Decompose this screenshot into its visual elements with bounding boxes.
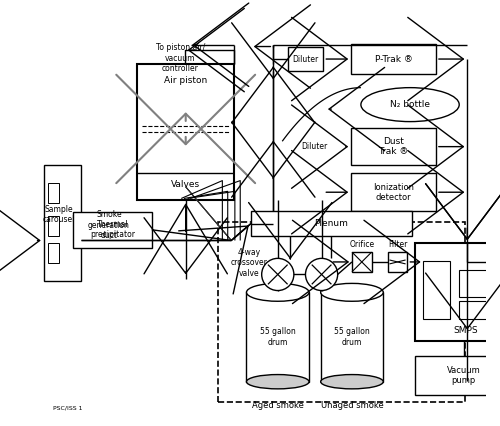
Bar <box>351 44 436 74</box>
Bar <box>351 173 436 211</box>
Text: PSC/ISS 1: PSC/ISS 1 <box>52 405 82 410</box>
Bar <box>48 243 59 263</box>
Bar <box>459 301 493 319</box>
Bar <box>48 183 59 203</box>
Bar <box>138 64 234 200</box>
Text: Plenum: Plenum <box>314 219 348 228</box>
Bar <box>352 252 372 272</box>
Text: Diluter: Diluter <box>292 55 318 63</box>
Bar <box>48 216 59 236</box>
Text: Smoke
generation
duct: Smoke generation duct <box>88 210 130 240</box>
Bar <box>251 211 412 236</box>
Text: N₂ bottle: N₂ bottle <box>390 100 430 109</box>
Text: Filter: Filter <box>388 240 407 250</box>
Bar <box>414 356 500 395</box>
Text: Thermal
precipitator: Thermal precipitator <box>90 220 135 239</box>
Ellipse shape <box>246 374 309 389</box>
Bar <box>414 243 500 342</box>
Text: Sample
carousel: Sample carousel <box>42 205 75 224</box>
Circle shape <box>262 258 294 291</box>
Bar <box>459 270 495 297</box>
Text: 55 gallon
drum: 55 gallon drum <box>334 327 370 347</box>
Bar <box>388 252 407 272</box>
Text: Orifice: Orifice <box>349 240 374 250</box>
Ellipse shape <box>246 283 309 301</box>
Text: Air piston: Air piston <box>164 76 208 85</box>
Bar <box>44 164 81 281</box>
Bar <box>218 222 464 402</box>
Text: Vacuum
pump: Vacuum pump <box>447 366 480 385</box>
Ellipse shape <box>320 374 383 389</box>
Text: Valves: Valves <box>171 180 200 189</box>
Bar <box>351 128 436 165</box>
Text: Dust
Trak ®: Dust Trak ® <box>378 137 408 156</box>
Circle shape <box>306 258 338 291</box>
Text: Ionization
detector: Ionization detector <box>373 182 414 202</box>
Bar <box>246 292 309 382</box>
Bar <box>424 261 450 319</box>
Text: 55 gallon
drum: 55 gallon drum <box>260 327 296 347</box>
Bar <box>288 47 324 71</box>
Bar <box>320 292 383 382</box>
Text: Aged smoke: Aged smoke <box>252 401 304 410</box>
Text: Diluter: Diluter <box>302 142 328 151</box>
Text: 4-way
crossover
valve: 4-way crossover valve <box>230 248 268 278</box>
Ellipse shape <box>361 88 459 121</box>
Text: SMPS: SMPS <box>454 326 478 335</box>
Bar <box>73 212 152 248</box>
Ellipse shape <box>320 283 383 301</box>
Text: To piston air/
vacuum
controller: To piston air/ vacuum controller <box>156 43 205 73</box>
Text: Unaged smoke: Unaged smoke <box>320 401 384 410</box>
Text: P-Trak ®: P-Trak ® <box>374 55 412 63</box>
